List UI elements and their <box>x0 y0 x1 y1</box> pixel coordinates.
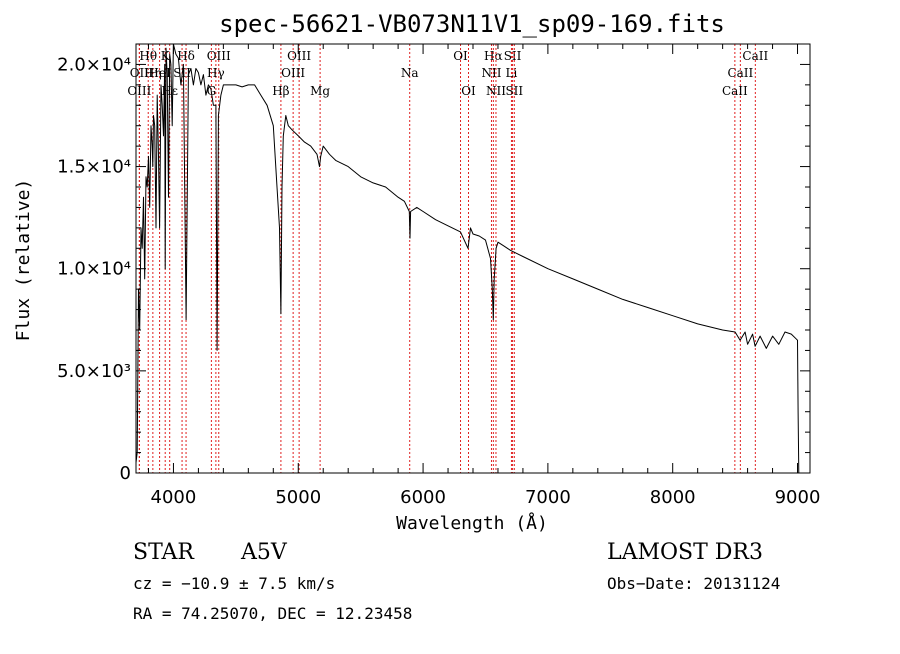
line-marker-label: Hη <box>144 66 162 80</box>
x-tick-label: 7000 <box>525 487 571 508</box>
chart-title: spec-56621-VB073N11V1_sp09-169.fits <box>219 10 725 38</box>
line-marker-label: Mg <box>310 84 330 98</box>
line-marker-label: Na <box>401 66 419 80</box>
line-marker-label: CaII <box>722 84 748 98</box>
line-marker-label: OI <box>461 84 476 98</box>
survey-name: LAMOST DR3 <box>607 540 763 565</box>
line-marker-label: OIII <box>127 84 151 98</box>
redshift-velocity: cz = −10.9 ± 7.5 km/s <box>133 574 335 593</box>
line-marker-label: CaII <box>742 49 768 63</box>
series-line-spectrum <box>135 43 800 474</box>
line-marker-label: NII <box>486 84 506 98</box>
spectral-subclass: A5V <box>240 540 288 565</box>
y-tick-label: 5.0×10³ <box>57 361 131 382</box>
y-tick-label: 2.0×10⁴ <box>57 54 131 75</box>
x-tick-label: 5000 <box>275 487 321 508</box>
y-axis-label: Flux (relative) <box>13 179 34 342</box>
object-type: STAR <box>133 540 195 565</box>
x-axis-label: Wavelength (Å) <box>396 512 548 534</box>
x-axis-ticks: 4000 5000 6000 7000 8000 9000 <box>147 44 821 508</box>
line-marker-label: Hβ <box>272 84 289 98</box>
line-marker-label: Hα <box>484 49 503 63</box>
line-marker-label: CaII <box>727 66 753 80</box>
y-axis-ticks: 0 5.0×10³ 1.0×10⁴ 1.5×10⁴ 2.0×10⁴ <box>57 54 810 484</box>
x-tick-label: 8000 <box>650 487 696 508</box>
spectrum-curve <box>135 43 800 474</box>
line-marker-label: OI <box>453 49 468 63</box>
line-marker-label: OIII <box>287 49 311 63</box>
line-marker-label: OIII <box>207 49 231 63</box>
plot-frame <box>135 43 811 474</box>
line-marker-label: Hθ <box>139 49 157 63</box>
y-tick-label: 0 <box>120 463 131 484</box>
line-marker-label: HeI <box>148 66 171 80</box>
y-tick-label: 1.0×10⁴ <box>57 259 131 280</box>
line-marker-label: Li <box>506 66 518 80</box>
line-marker-label: NII <box>481 66 501 80</box>
sky-coordinates: RA = 74.25070, DEC = 12.23458 <box>133 604 412 623</box>
x-tick-label: 9000 <box>775 487 821 508</box>
line-marker-label: Hδ <box>177 49 195 63</box>
line-marker-label: SII <box>505 84 523 98</box>
line-marker-label: Hγ <box>207 66 225 80</box>
y-tick-label: 1.5×10⁴ <box>57 157 131 178</box>
line-marker-label: SII <box>504 49 522 63</box>
x-tick-label: 4000 <box>151 487 197 508</box>
x-tick-label: 6000 <box>400 487 446 508</box>
line-marker-label: OIII <box>281 66 305 80</box>
observation-date: Obs−Date: 20131124 <box>607 574 780 593</box>
